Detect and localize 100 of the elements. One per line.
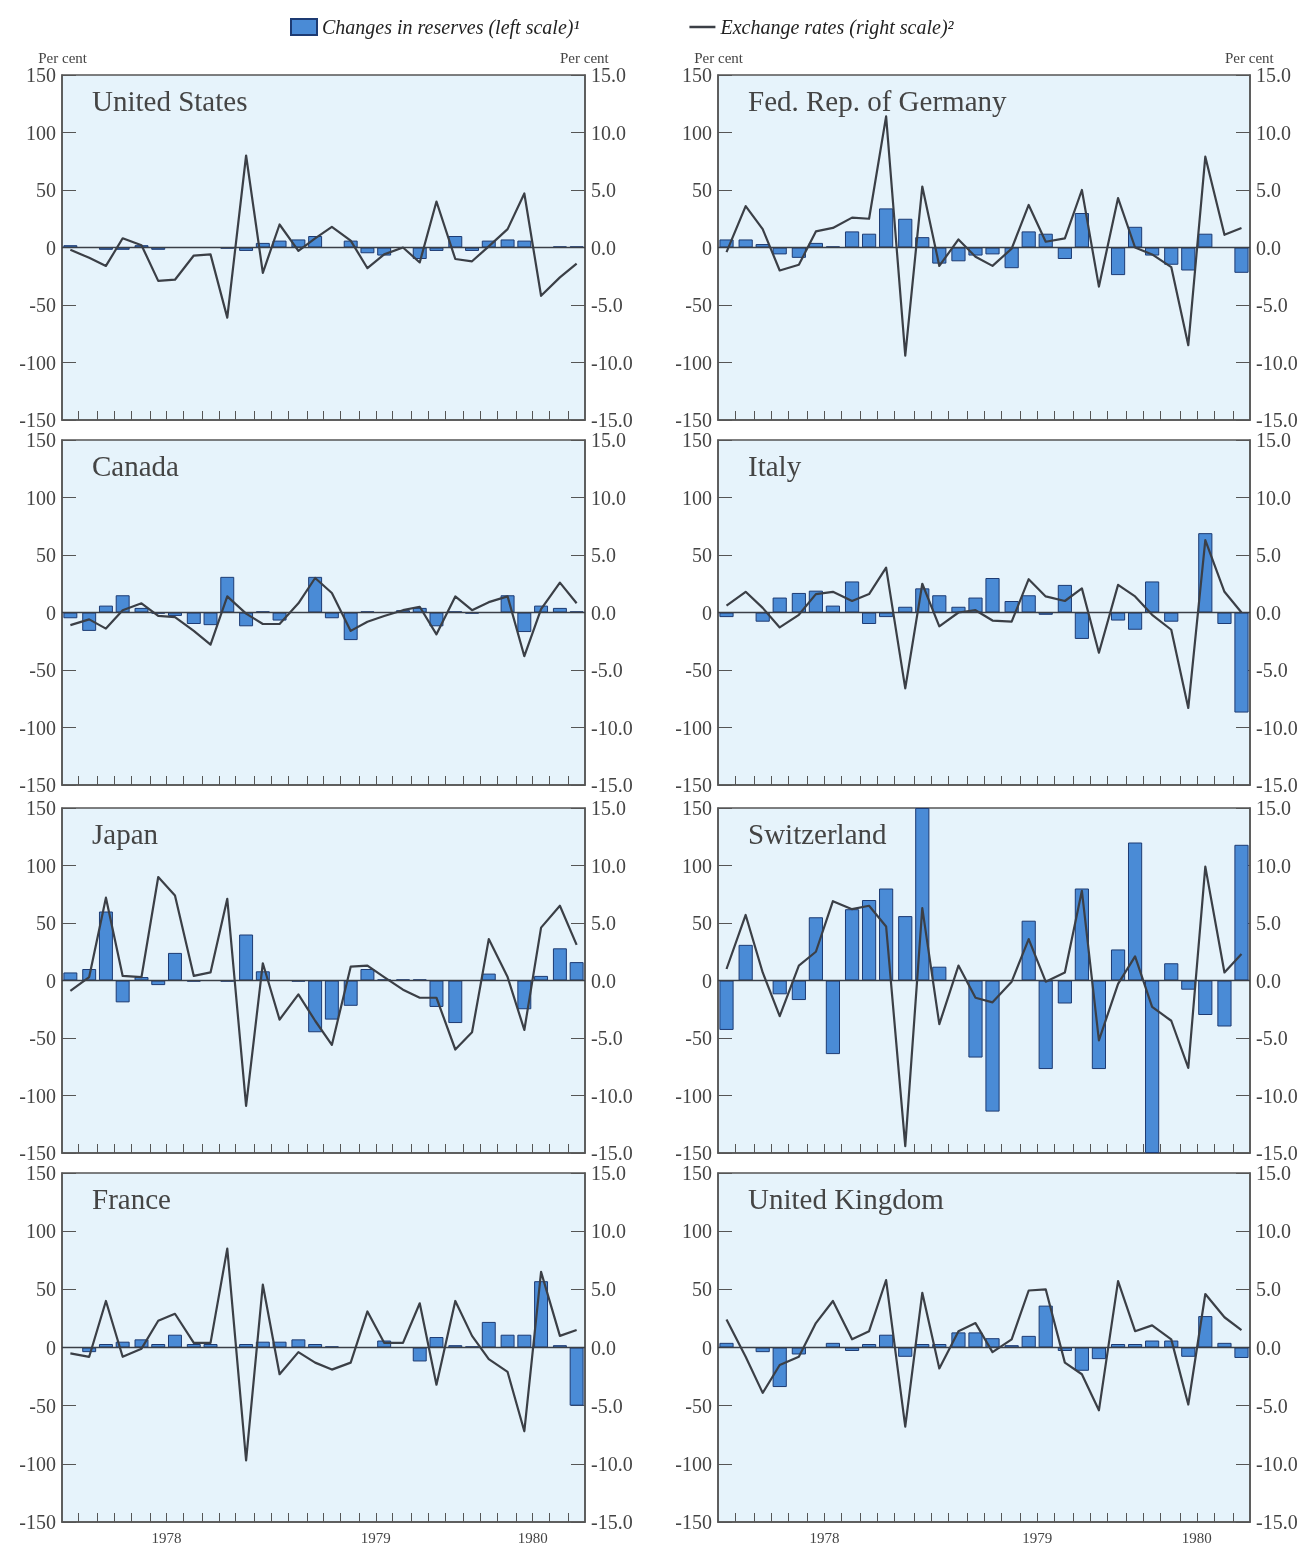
y2-tick-label: -5.0: [591, 659, 623, 681]
chart-title: Italy: [748, 449, 802, 482]
y2-tick-label: 10.0: [591, 1220, 626, 1243]
bar: [1217, 612, 1232, 624]
bar: [1074, 213, 1089, 248]
y2-tick-label: -5.0: [1256, 1394, 1288, 1417]
y-tick-label: 0: [702, 969, 712, 992]
y-tick-label: 150: [682, 1162, 712, 1184]
bar: [1234, 844, 1249, 981]
y2-tick-label: 0.0: [1256, 236, 1281, 259]
bar: [1074, 612, 1089, 639]
bar: [517, 1334, 532, 1348]
bar: [898, 606, 913, 613]
bar: [1091, 1347, 1107, 1360]
bar: [239, 934, 254, 981]
bar: [755, 612, 770, 622]
bar: [1004, 247, 1019, 269]
y-tick-label: 0: [702, 601, 712, 624]
bar: [115, 980, 130, 1003]
y2-tick-label: 0.0: [591, 1336, 616, 1359]
bar: [1181, 247, 1196, 271]
x-tick-label: 1979: [360, 1529, 391, 1546]
bar: [1021, 920, 1036, 981]
bar: [844, 581, 860, 613]
bar: [808, 917, 823, 981]
y-tick-label: 0: [46, 236, 56, 259]
bar: [360, 969, 375, 981]
x-tick-label: 1978: [151, 1529, 182, 1546]
y2-tick-label: 0.0: [591, 236, 616, 259]
y-tick-label: -100: [675, 1452, 712, 1475]
bar: [844, 909, 860, 981]
legend-label: Changes in reserves (left scale)¹: [322, 16, 580, 39]
bar: [791, 980, 806, 1001]
y2-tick-label: 15.0: [591, 797, 626, 819]
bar: [772, 597, 787, 613]
bar: [719, 980, 734, 1030]
bar: [98, 605, 113, 613]
bar: [1057, 247, 1072, 259]
bar: [1181, 1347, 1196, 1357]
bar: [1110, 247, 1126, 276]
y-tick-label: -150: [19, 774, 56, 796]
bar: [343, 980, 358, 1006]
y-tick-label: -50: [685, 294, 712, 316]
y2-tick-label: -10.0: [591, 1452, 633, 1475]
y2-tick-label: 10.0: [591, 854, 626, 877]
y-tick-label: -50: [29, 1394, 56, 1417]
bar: [985, 578, 1000, 613]
bar: [1164, 247, 1179, 265]
bar: [308, 980, 323, 1033]
bar: [932, 595, 947, 613]
y-tick-label: -100: [19, 1452, 56, 1475]
y2-tick-label: -5.0: [591, 1027, 623, 1049]
bar: [1234, 1347, 1249, 1358]
y-tick-label: 50: [692, 544, 712, 566]
y2-tick-label: 5.0: [1256, 179, 1281, 201]
y-tick-label: 150: [26, 797, 56, 819]
bar: [429, 247, 444, 251]
y-tick-label: 0: [46, 969, 56, 992]
bar: [569, 1347, 584, 1406]
x-tick-label: 1978: [809, 1529, 840, 1546]
y2-tick-label: -5.0: [1256, 294, 1288, 316]
y2-tick-label: -10.0: [591, 716, 633, 739]
chart-title: Canada: [92, 449, 180, 482]
y-tick-label: -50: [685, 1027, 712, 1049]
y-tick-label: 150: [26, 1162, 56, 1184]
bar: [1234, 247, 1249, 273]
y-tick-label: 50: [36, 912, 56, 934]
bar: [772, 980, 787, 995]
bar: [1164, 963, 1179, 981]
bar: [63, 972, 78, 981]
y-tick-label: 150: [26, 64, 56, 86]
y-tick-label: -150: [19, 1142, 56, 1164]
bar: [898, 1347, 913, 1357]
y-tick-label: -100: [675, 1084, 712, 1107]
y-tick-label: 150: [26, 429, 56, 451]
bar: [360, 247, 375, 254]
y-tick-label: -100: [675, 716, 712, 739]
y2-tick-label: 5.0: [1256, 912, 1281, 934]
y2-tick-label: 5.0: [591, 1278, 616, 1301]
y-tick-label: -150: [675, 774, 712, 796]
y-tick-label: -150: [19, 409, 56, 431]
y2-tick-label: -15.0: [591, 1142, 633, 1164]
bar: [772, 1347, 787, 1388]
y2-tick-label: -10.0: [591, 1084, 633, 1107]
y-tick-label: 0: [46, 1336, 56, 1359]
y-tick-label: 50: [692, 912, 712, 934]
bar: [1021, 595, 1036, 613]
y2-tick-label: 0.0: [591, 601, 616, 624]
bar: [844, 231, 860, 248]
bar: [1110, 612, 1126, 621]
y2-tick-label: 10.0: [591, 121, 626, 144]
y2-axis-title: Per cent: [560, 49, 610, 66]
y-tick-label: 100: [26, 121, 56, 144]
bar: [968, 980, 983, 1058]
bar: [1004, 601, 1019, 613]
bar: [861, 612, 877, 624]
y2-tick-label: -15.0: [591, 1511, 633, 1533]
y2-tick-label: 0.0: [591, 969, 616, 992]
y-tick-label: 100: [26, 486, 56, 509]
y-tick-label: 0: [702, 236, 712, 259]
